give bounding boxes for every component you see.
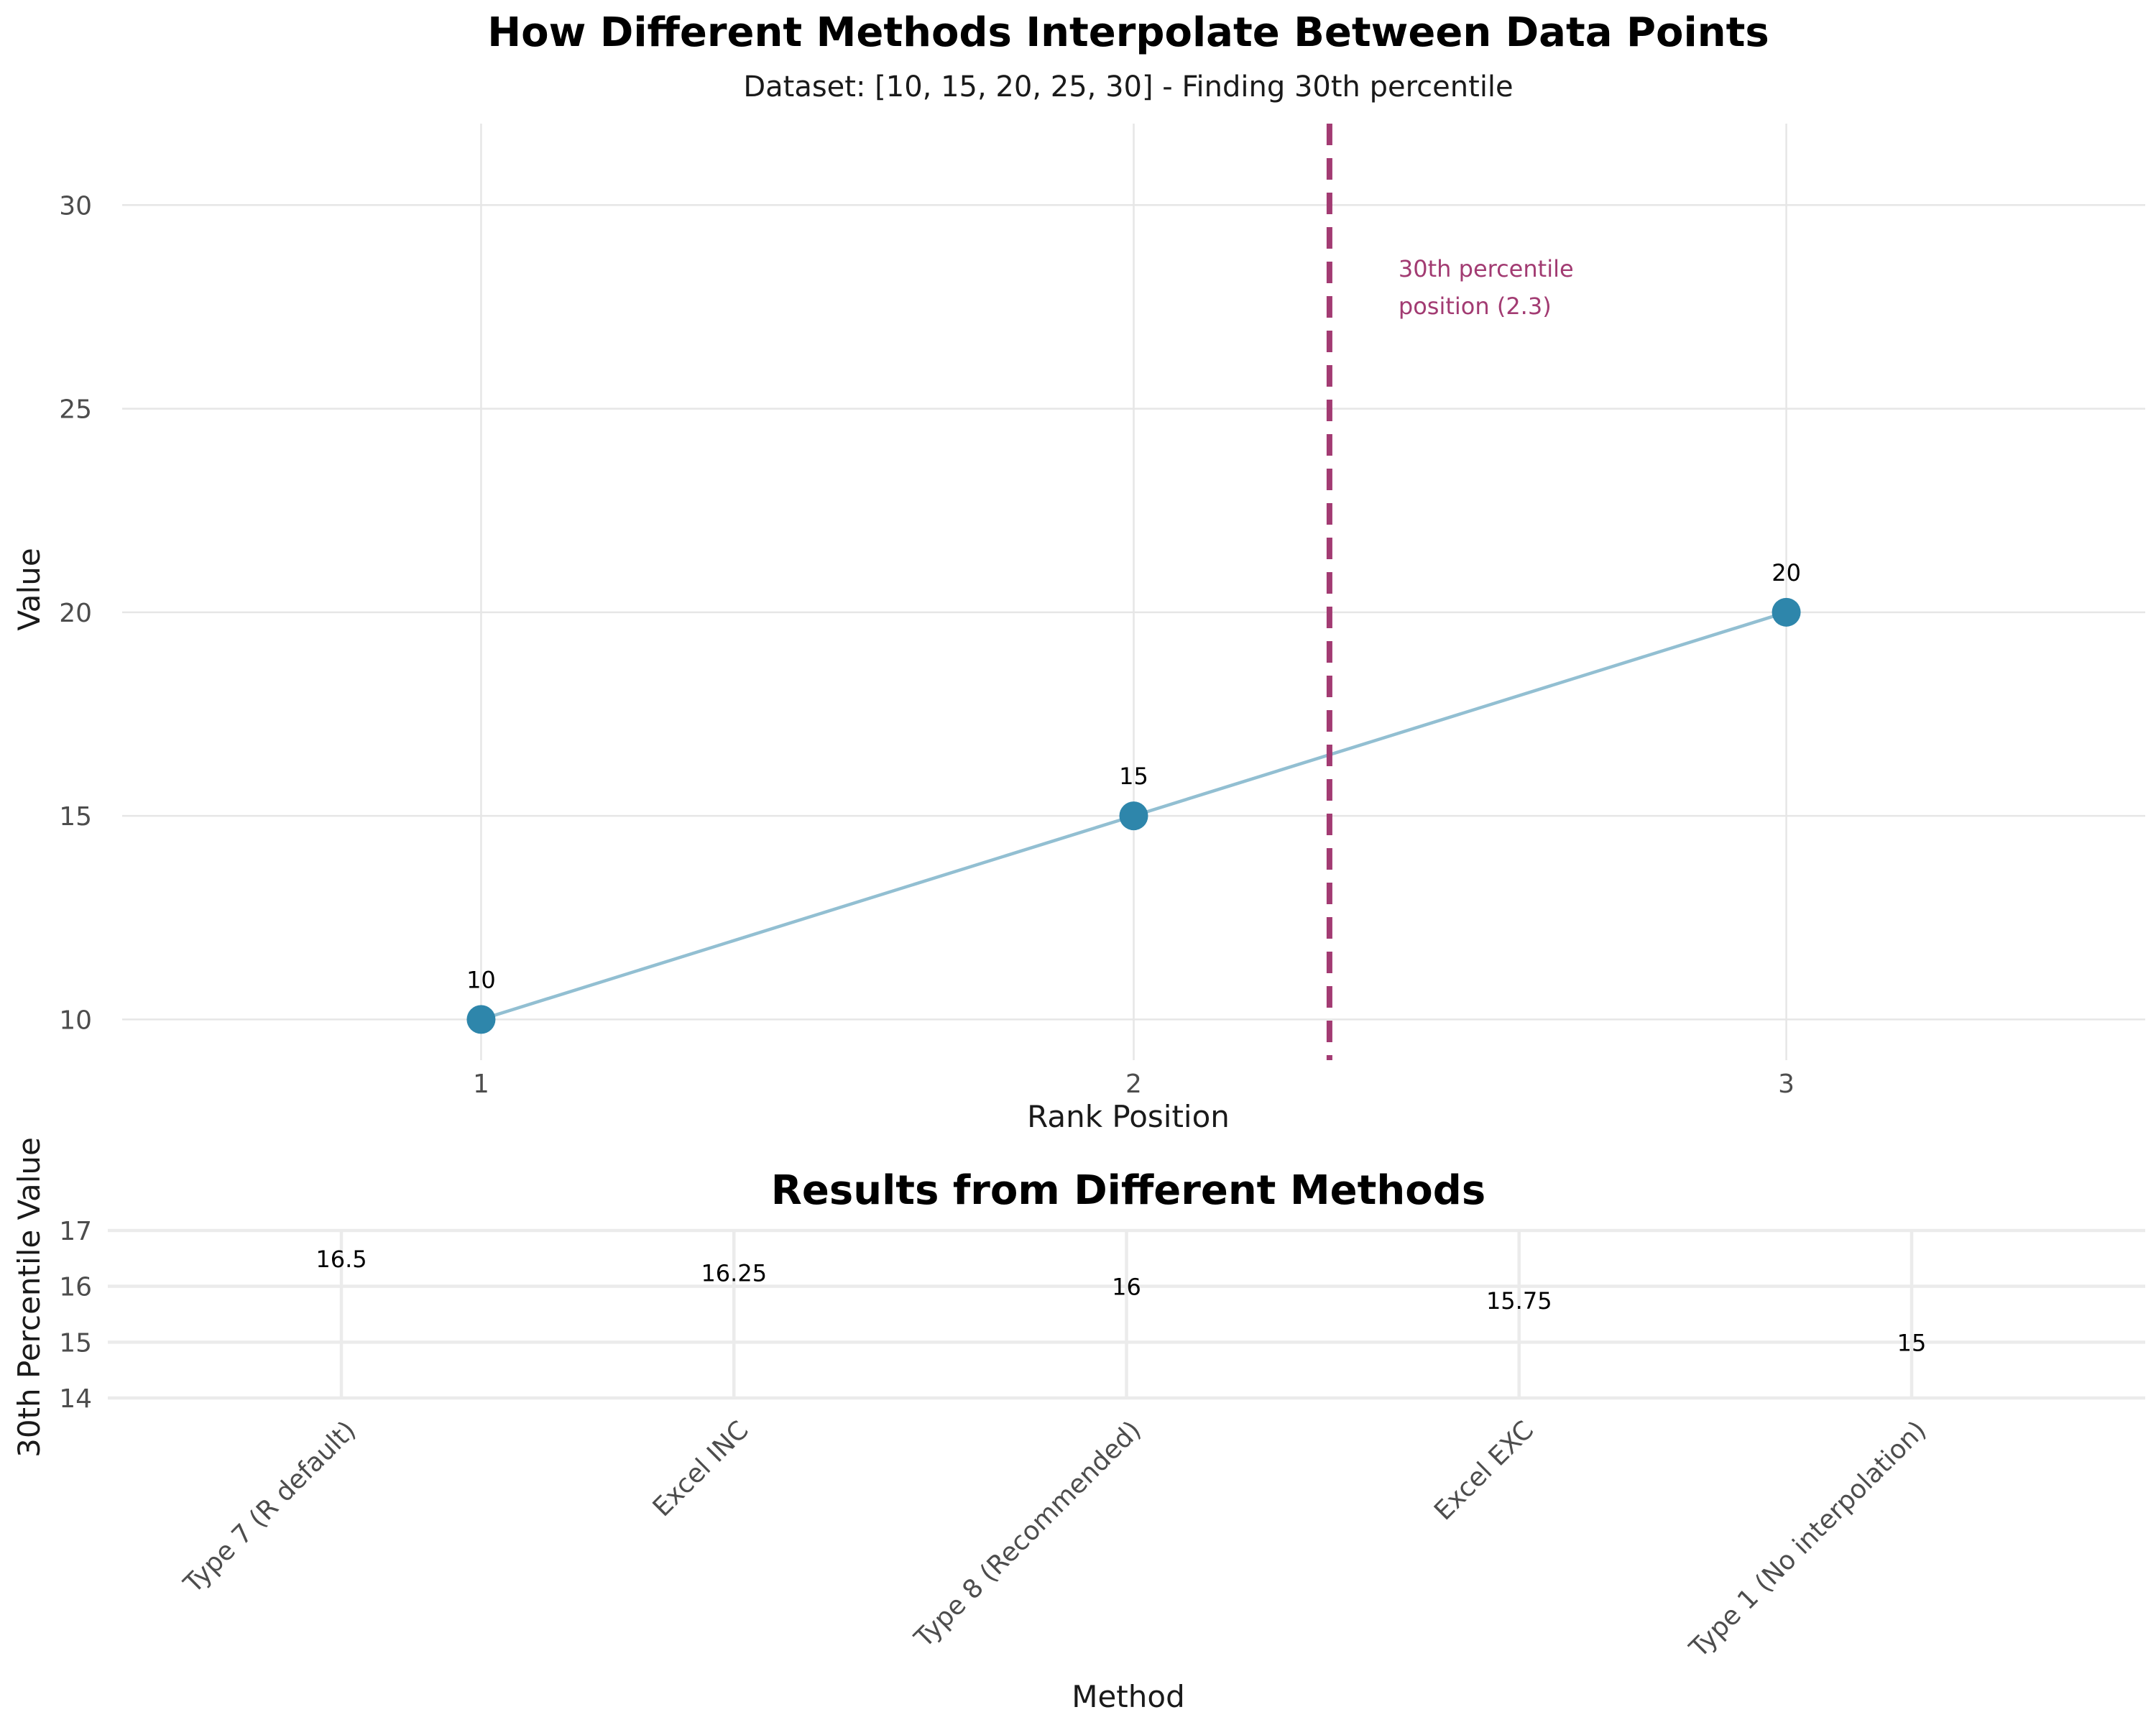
- y-tick-label: 25: [59, 395, 92, 425]
- y-tick-label: 15: [59, 802, 92, 832]
- y-tick-label: 10: [59, 1006, 92, 1035]
- method-tick-label: Type 1 (No interpolation): [1684, 1415, 1932, 1664]
- percentile-marker: 30th percentile position (2.3): [1326, 124, 1574, 1060]
- method-tick-label: Type 7 (R default): [178, 1415, 362, 1599]
- results-y-axis-ticks: 14 15 16 17: [59, 1217, 92, 1414]
- results-y-tick-label: 16: [59, 1273, 92, 1302]
- method-value-label: 15.75: [1486, 1287, 1552, 1315]
- results-x-axis-ticks: Type 7 (R default) Excel INC Type 8 (Recom…: [178, 1415, 1932, 1664]
- interpolation-panel: How Different Methods Interpolate Betwee…: [11, 9, 2145, 1134]
- method-tick-label: Type 8 (Recommended): [908, 1415, 1147, 1654]
- method-value-label: 16: [1112, 1274, 1141, 1301]
- results-y-axis-title: 30th Percentile Value: [11, 1137, 47, 1458]
- results-panel: Results from Different Methods 14151617 …: [11, 1137, 2145, 1714]
- method-tick-label: Excel EXC: [1429, 1415, 1539, 1526]
- data-point: [1772, 597, 1801, 627]
- results-y-tick-label: 15: [59, 1328, 92, 1358]
- data-point-label: 10: [466, 966, 496, 993]
- method-value-label: 16.25: [701, 1259, 767, 1287]
- results-y-tick-label: 14: [59, 1384, 92, 1414]
- method-value-label: 15: [1897, 1329, 1927, 1356]
- results-value-labels: 16.5 16.25 16 15.75 15: [315, 1246, 1926, 1357]
- results-title: Results from Different Methods: [771, 1167, 1485, 1214]
- x-axis-ticks: 1 2 3: [473, 1070, 1795, 1099]
- data-point: [466, 1005, 496, 1034]
- percentile-annotation-line2: position (2.3): [1399, 293, 1552, 320]
- data-point: [1119, 801, 1148, 831]
- data-series: 10 15 20: [466, 559, 1801, 1034]
- data-point-label: 15: [1119, 763, 1148, 790]
- y-tick-label: 20: [59, 599, 92, 628]
- y-axis-title: Value: [11, 548, 47, 630]
- results-y-tick-label: 17: [59, 1217, 92, 1246]
- method-tick-label: Excel INC: [648, 1415, 755, 1522]
- x-tick-label: 3: [1778, 1070, 1795, 1099]
- chart-title: How Different Methods Interpolate Betwee…: [487, 9, 1769, 56]
- x-tick-label: 2: [1125, 1070, 1142, 1099]
- method-value-label: 16.5: [315, 1246, 367, 1273]
- data-point-label: 20: [1772, 559, 1801, 586]
- y-axis-ticks: 10 15 20 25 30: [59, 191, 92, 1035]
- results-gridlines: [108, 1228, 2145, 1400]
- x-tick-label: 1: [473, 1070, 489, 1099]
- results-x-axis-title: Method: [1072, 1679, 1185, 1714]
- x-axis-title: Rank Position: [1027, 1099, 1230, 1134]
- gridlines: [122, 124, 2145, 1060]
- chart-subtitle: Dataset: [10, 15, 20, 25, 30] - Finding …: [743, 70, 1513, 104]
- percentile-annotation-line1: 30th percentile: [1399, 255, 1574, 282]
- y-tick-label: 30: [59, 191, 92, 221]
